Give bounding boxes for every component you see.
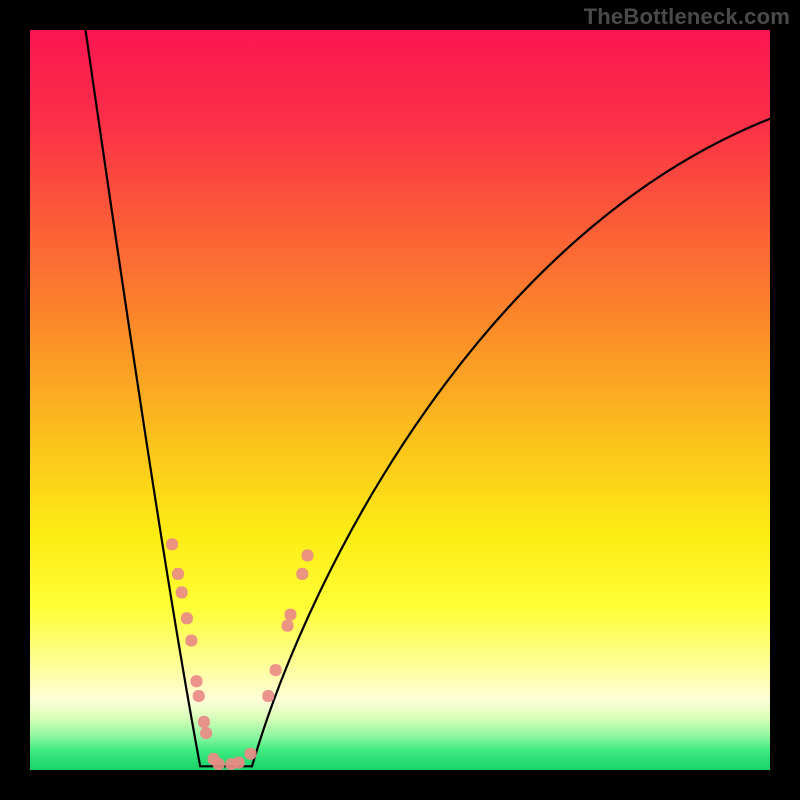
data-marker xyxy=(284,609,296,621)
data-marker xyxy=(185,635,197,647)
data-marker xyxy=(181,612,193,624)
data-marker xyxy=(296,568,308,580)
data-marker xyxy=(191,675,203,687)
data-marker xyxy=(262,690,274,702)
data-marker xyxy=(213,758,225,770)
data-marker xyxy=(282,620,294,632)
data-marker xyxy=(302,549,314,561)
data-marker xyxy=(193,690,205,702)
data-marker xyxy=(270,664,282,676)
data-marker xyxy=(233,757,245,769)
data-marker xyxy=(200,727,212,739)
data-marker xyxy=(176,586,188,598)
data-marker xyxy=(198,716,210,728)
data-marker xyxy=(166,538,178,550)
data-marker xyxy=(172,568,184,580)
data-marker xyxy=(245,748,257,760)
bottleneck-chart-svg xyxy=(30,30,770,770)
chart-plot-area xyxy=(30,30,770,770)
watermark-label: TheBottleneck.com xyxy=(584,4,790,30)
